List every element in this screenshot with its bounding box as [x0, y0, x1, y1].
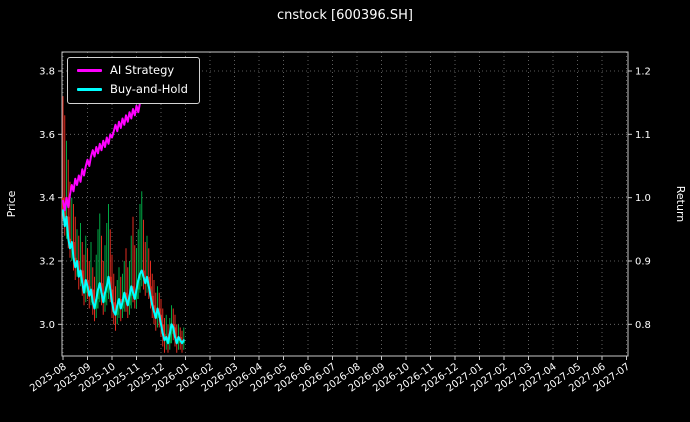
y-right-tick-label: 1.2: [635, 67, 651, 78]
legend-label-buy-and-hold: Buy-and-Hold: [110, 82, 188, 96]
chart-title: cnstock [600396.SH]: [277, 8, 413, 23]
axis-ticks: [58, 70, 632, 360]
buy-and-hold-line-swatch: [77, 88, 102, 91]
ai-strategy-line-swatch: [77, 69, 102, 72]
y-left-tick-label: 3.6: [39, 130, 55, 141]
y-right-tick-label: 0.9: [635, 257, 651, 268]
y-left-tick-label: 3.0: [39, 320, 55, 331]
y-right-tick-label: 0.8: [635, 320, 651, 331]
legend: AI Strategy Buy-and-Hold: [67, 57, 200, 104]
y-left-tick-label: 3.2: [39, 257, 55, 268]
y-axis-label-price: Price: [5, 190, 18, 217]
gridlines: [62, 52, 628, 356]
legend-label-ai-strategy: AI Strategy: [110, 63, 175, 77]
legend-item-ai-strategy: AI Strategy: [77, 64, 188, 77]
y-left-tick-label: 3.8: [39, 67, 55, 78]
legend-item-buy-and-hold: Buy-and-Hold: [77, 83, 188, 96]
y-right-tick-label: 1.0: [635, 193, 651, 204]
axis-tick-labels: 3.03.23.43.63.80.80.91.01.11.22025-08202…: [28, 67, 651, 395]
y-axis-label-return: Return: [674, 186, 687, 223]
buy-and-hold-line: [62, 209, 185, 345]
y-left-tick-label: 3.4: [39, 193, 55, 204]
candlestick-series: [61, 96, 185, 353]
y-right-tick-label: 1.1: [635, 130, 651, 141]
